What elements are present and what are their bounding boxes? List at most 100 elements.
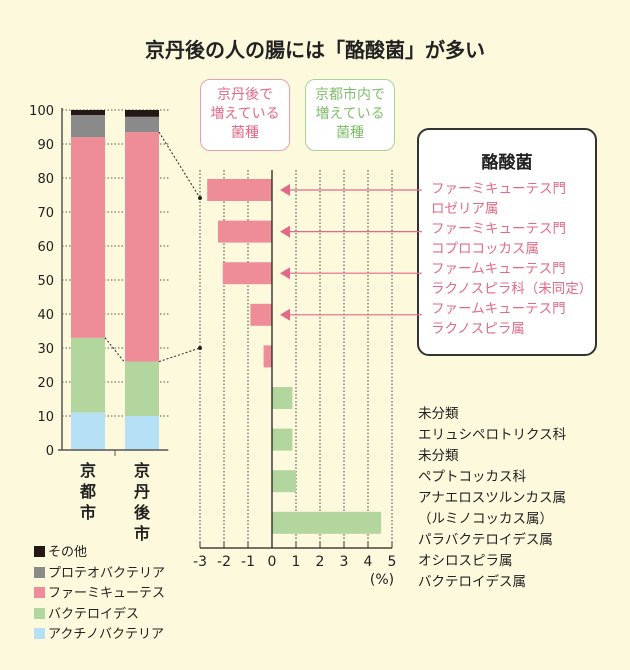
x-tick-label: 5 <box>388 554 397 570</box>
kyoto-increase-box: 京都市内で 増えている 菌種 <box>305 79 395 151</box>
legend: その他プロテオバクテリア ファーミキューテス バクテロイデスアクチノバクテリア <box>34 543 165 646</box>
connector-dot <box>198 196 202 200</box>
y-tick-label: 100 <box>29 104 54 119</box>
y-tick-label: 80 <box>37 172 54 187</box>
x-unit-label: (%) <box>370 572 394 588</box>
diff-bar <box>218 220 272 243</box>
x-category-label: 京 <box>80 461 96 480</box>
x-category-label: 京 <box>134 461 150 480</box>
diff-bar <box>250 303 272 326</box>
butyrate-item: ファーミキューテス門 ロゼリア属 <box>419 179 595 219</box>
arrow-head-icon <box>280 267 290 280</box>
item-line: ファーミキューテス門 <box>431 181 566 197</box>
y-tick-label: 10 <box>37 410 54 425</box>
stacked-bar-segment <box>71 137 105 338</box>
stacked-bar-segment <box>71 110 105 116</box>
x-tick-label: 1 <box>292 554 301 570</box>
stacked-bar-segment <box>71 115 105 138</box>
x-tick-label: 3 <box>340 554 349 570</box>
connector-line <box>158 347 201 363</box>
y-tick-label: 60 <box>37 240 54 255</box>
item-line: ファーミキューテス門 <box>431 221 566 237</box>
butyrate-item: ファーミキューテス門 コプロコッカス属 <box>419 219 595 259</box>
item-line: ラクノスピラ科（未同定） <box>431 281 593 297</box>
x-category-label: 市 <box>80 503 96 522</box>
y-tick-label: 20 <box>37 376 54 391</box>
stacked-bar-segment <box>71 412 105 450</box>
legend-swatch <box>34 566 45 578</box>
green-bar-labels: 未分類 エリュシペロトリクス科 未分類 ペプトコッカス科 アナエロスツルンカス属 （ルミノ… <box>418 404 566 593</box>
diff-bar <box>272 470 296 493</box>
legend-label: ファーミキューテス <box>48 586 166 601</box>
stacked-bar-segment <box>125 116 159 133</box>
legend-label: バクテロイデス <box>48 606 140 622</box>
legend-item: アクチノバクテリア <box>34 625 165 646</box>
x-category-label: 市 <box>134 524 150 543</box>
legend-label: アクチノバクテリア <box>48 627 164 642</box>
stacked-bar-segment <box>71 337 105 413</box>
diff-bar <box>207 179 272 201</box>
x-tick-label: -3 <box>193 554 207 570</box>
y-tick-label: 50 <box>37 274 54 289</box>
legend-swatch <box>34 628 45 639</box>
legend-item: ファーミキューテス <box>34 584 165 605</box>
y-tick-label: 40 <box>37 308 54 323</box>
legend-swatch <box>34 607 45 619</box>
arrow-head-icon <box>280 225 290 238</box>
x-tick-label: 0 <box>268 554 277 570</box>
green-bar-label: バクテロイデス属 <box>418 574 526 590</box>
legend-swatch <box>34 546 45 557</box>
box-line: 菌種 <box>231 125 259 141</box>
stacked-bar-segment <box>125 110 159 117</box>
legend-swatch <box>34 587 45 598</box>
green-bar-label: （ルミノコッカス属） <box>418 511 553 527</box>
box-line: 京丹後で <box>217 87 273 103</box>
legend-label: その他 <box>48 545 88 560</box>
green-bar-label: エリュシペロトリクス科 <box>418 427 567 443</box>
butyrate-heading: 酪酸菌 <box>481 153 533 173</box>
diff-bar <box>263 345 272 368</box>
x-tick-label: 2 <box>316 554 325 570</box>
item-line: ロゼリア属 <box>431 201 499 217</box>
diff-bar <box>272 387 293 409</box>
x-category-label: 後 <box>134 503 151 522</box>
x-category-label: 丹 <box>134 482 150 501</box>
green-bar-label: 未分類 <box>418 448 459 464</box>
arrow-head-icon <box>280 184 290 196</box>
butyrate-item: ファームキューテス門ラクノスピラ科（未同定） <box>419 259 595 299</box>
x-category-label: 都 <box>79 482 96 501</box>
connector-line <box>104 337 125 362</box>
box-line: 京都市内で <box>315 87 385 103</box>
y-tick-label: 90 <box>37 138 54 153</box>
legend-label: プロテオバクテリア <box>48 565 166 581</box>
stacked-bar-segment <box>125 132 159 362</box>
box-line: 増えている <box>315 106 385 122</box>
x-tick-label: -1 <box>241 554 255 570</box>
butyrate-list: ファーミキューテス門 ロゼリア属 ファーミキューテス門 コプロコッカス属 ファームキ… <box>419 179 595 339</box>
green-bar-label: アナエロスツルンカス属 <box>418 490 566 506</box>
arrow-head-icon <box>280 308 290 321</box>
y-tick-label: 70 <box>37 206 54 221</box>
legend-item: バクテロイデス <box>34 605 165 626</box>
kyotango-increase-box: 京丹後で 増えている 菌種 <box>200 79 290 151</box>
diff-bar <box>222 262 272 285</box>
green-bar-label: ペプトコッカス科 <box>418 469 526 485</box>
item-line: ファームキューテス門 <box>431 261 566 277</box>
item-line: ファームキューテス門 <box>431 301 566 317</box>
y-tick-label: 0 <box>46 444 54 459</box>
connector-dot <box>198 346 202 350</box>
box-line: 菌種 <box>336 125 364 141</box>
diff-bar <box>272 428 293 451</box>
item-line: コプロコッカス属 <box>431 241 539 257</box>
butyrate-bacteria-box: 酪酸菌 ファーミキューテス門 ロゼリア属 ファーミキューテス門 コプロコッカス属 フ… <box>417 128 597 356</box>
connector-line <box>158 131 201 199</box>
y-tick-label: 30 <box>37 342 54 357</box>
legend-item: プロテオバクテリア <box>34 564 165 585</box>
stacked-bar-segment <box>125 416 159 450</box>
diff-bar <box>272 511 382 534</box>
stacked-bar-segment <box>125 361 159 416</box>
legend-item: その他 <box>34 543 165 564</box>
x-tick-label: -2 <box>217 554 231 570</box>
